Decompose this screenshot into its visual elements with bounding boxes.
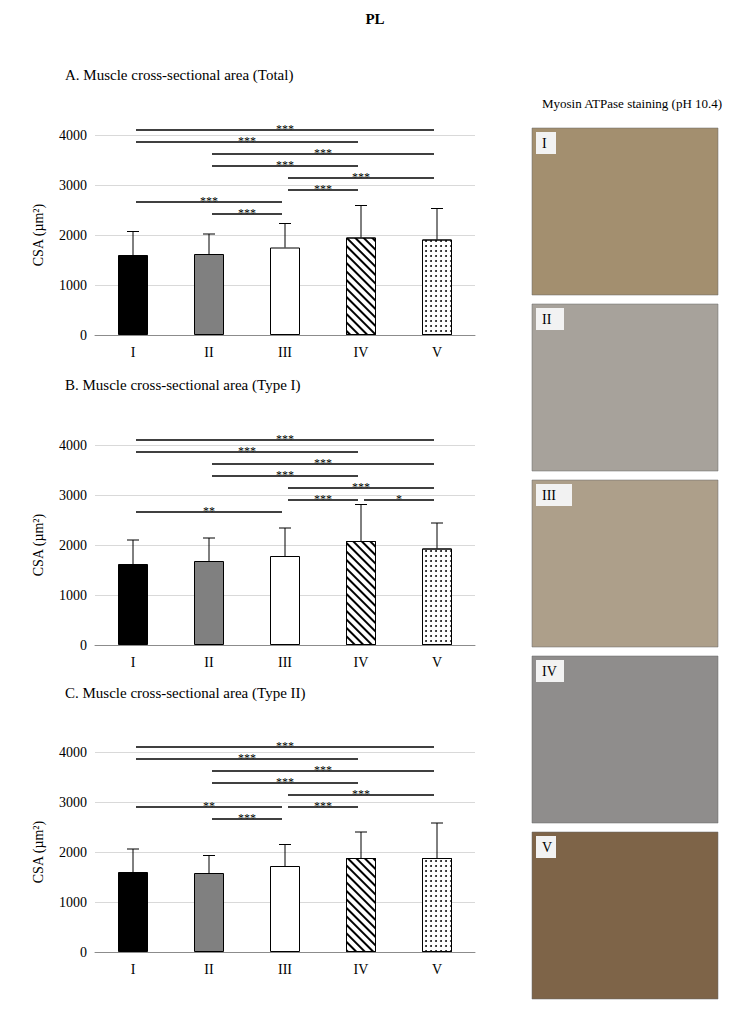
svg-text:4000: 4000 [59, 128, 87, 143]
svg-text:1000: 1000 [59, 278, 87, 293]
svg-text:1000: 1000 [59, 895, 87, 910]
svg-text:2000: 2000 [59, 538, 87, 553]
svg-text:***: *** [352, 480, 370, 494]
svg-text:V: V [432, 962, 442, 977]
svg-text:***: *** [238, 444, 256, 458]
svg-text:***: *** [314, 456, 332, 470]
svg-text:**: ** [203, 799, 215, 813]
svg-text:V: V [542, 840, 552, 855]
svg-text:2000: 2000 [59, 845, 87, 860]
svg-text:3000: 3000 [59, 488, 87, 503]
svg-text:I: I [131, 962, 136, 977]
svg-text:***: *** [276, 432, 294, 446]
svg-text:***: *** [200, 194, 218, 208]
svg-text:***: *** [276, 468, 294, 482]
svg-text:C. Muscle cross-sectional area: C. Muscle cross-sectional area (Type II) [65, 685, 306, 702]
svg-text:***: *** [238, 751, 256, 765]
svg-text:***: *** [276, 775, 294, 789]
svg-text:IV: IV [354, 655, 369, 670]
svg-text:B. Muscle cross-sectional area: B. Muscle cross-sectional area (Type I) [65, 377, 301, 394]
svg-text:Myosin ATPase staining (pH 10.: Myosin ATPase staining (pH 10.4) [542, 96, 722, 111]
svg-text:III: III [542, 488, 556, 503]
svg-text:0: 0 [80, 328, 87, 343]
svg-text:IV: IV [542, 664, 557, 679]
svg-text:2000: 2000 [59, 228, 87, 243]
svg-text:***: *** [276, 158, 294, 172]
svg-text:A. Muscle cross-sectional area: A. Muscle cross-sectional area (Total) [65, 67, 293, 84]
svg-text:3000: 3000 [59, 795, 87, 810]
svg-text:***: *** [238, 811, 256, 825]
svg-text:I: I [542, 136, 547, 151]
svg-text:II: II [542, 312, 552, 327]
svg-text:***: *** [314, 799, 332, 813]
svg-text:4000: 4000 [59, 745, 87, 760]
svg-text:***: *** [238, 206, 256, 220]
svg-text:CSA (µm²): CSA (µm²) [31, 513, 47, 576]
svg-text:**: ** [203, 504, 215, 518]
svg-text:***: *** [314, 492, 332, 506]
svg-text:***: *** [276, 122, 294, 136]
svg-text:III: III [278, 655, 292, 670]
svg-text:IV: IV [354, 345, 369, 360]
svg-text:***: *** [314, 146, 332, 160]
svg-text:II: II [204, 345, 214, 360]
svg-text:3000: 3000 [59, 178, 87, 193]
svg-text:IV: IV [354, 962, 369, 977]
svg-text:I: I [131, 345, 136, 360]
svg-text:II: II [204, 962, 214, 977]
svg-text:CSA (µm²): CSA (µm²) [31, 203, 47, 266]
svg-text:***: *** [238, 134, 256, 148]
svg-text:***: *** [352, 787, 370, 801]
svg-text:III: III [278, 345, 292, 360]
svg-text:I: I [131, 655, 136, 670]
svg-text:V: V [432, 345, 442, 360]
svg-text:***: *** [276, 739, 294, 753]
svg-text:4000: 4000 [59, 438, 87, 453]
svg-text:CSA (µm²): CSA (µm²) [31, 820, 47, 883]
svg-text:1000: 1000 [59, 588, 87, 603]
svg-text:***: *** [314, 763, 332, 777]
svg-text:0: 0 [80, 945, 87, 960]
svg-text:II: II [204, 655, 214, 670]
svg-text:***: *** [314, 182, 332, 196]
svg-text:***: *** [352, 170, 370, 184]
svg-text:V: V [432, 655, 442, 670]
svg-text:0: 0 [80, 638, 87, 653]
svg-text:PL: PL [365, 11, 384, 27]
svg-text:III: III [278, 962, 292, 977]
svg-text:*: * [396, 492, 402, 506]
